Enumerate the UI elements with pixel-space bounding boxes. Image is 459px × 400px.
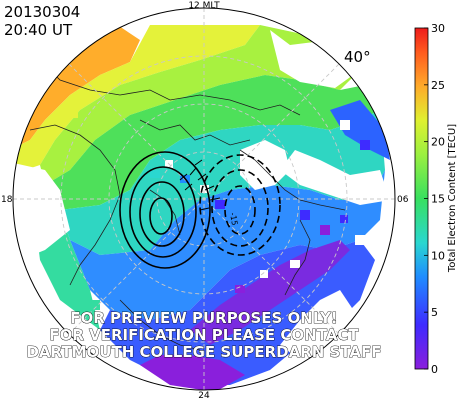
flow-vectors: [179, 159, 221, 211]
contour-label: -15: [228, 212, 239, 226]
colorbar-tick-label: 10: [431, 249, 445, 262]
colorbar-tick-label: 15: [431, 193, 445, 206]
colorbar-tick-label: 20: [431, 136, 445, 149]
mlt-label-top: 12 MLT: [188, 1, 220, 11]
watermark-line-1: FOR PREVIEW PURPOSES ONLY!: [70, 309, 338, 327]
preview-watermark: FOR PREVIEW PURPOSES ONLY! FOR VERIFICAT…: [26, 309, 382, 362]
mlt-label-bottom: 24: [198, 391, 210, 400]
colorbar-tick-label: 0: [431, 363, 438, 376]
colorbar-ticks: 30 25 20 15 10 5 0: [424, 22, 445, 376]
watermark-line-2: FOR VERIFICATION PLEASE CONTACT: [49, 326, 359, 344]
colorbar-tick-label: 5: [431, 306, 438, 319]
date-label: 20130304: [4, 3, 80, 21]
potential-contours-dusk: [119, 151, 211, 269]
time-label: 20:40 UT: [4, 21, 73, 39]
watermark-line-3: DARTMOUTH COLLEGE SUPERDARN STAFF: [26, 343, 381, 361]
mlt-label-left: 18: [1, 195, 13, 205]
colorbar-tick-label: 30: [431, 22, 445, 35]
potential-contours-dawn: [199, 154, 281, 256]
mlt-label-right: 06: [397, 195, 409, 205]
colorbar: 30 25 20 15 10 5 0 Total Electron Content [TEC…: [414, 22, 458, 376]
colorbar-tick-label: 25: [431, 79, 445, 92]
colorbar-title: Total Electron Content [TECU]: [447, 124, 458, 273]
mlt-grid: [13, 8, 395, 390]
lowest-latitude-label: 40°: [344, 48, 371, 66]
polar-map-boundary: [12, 7, 396, 391]
